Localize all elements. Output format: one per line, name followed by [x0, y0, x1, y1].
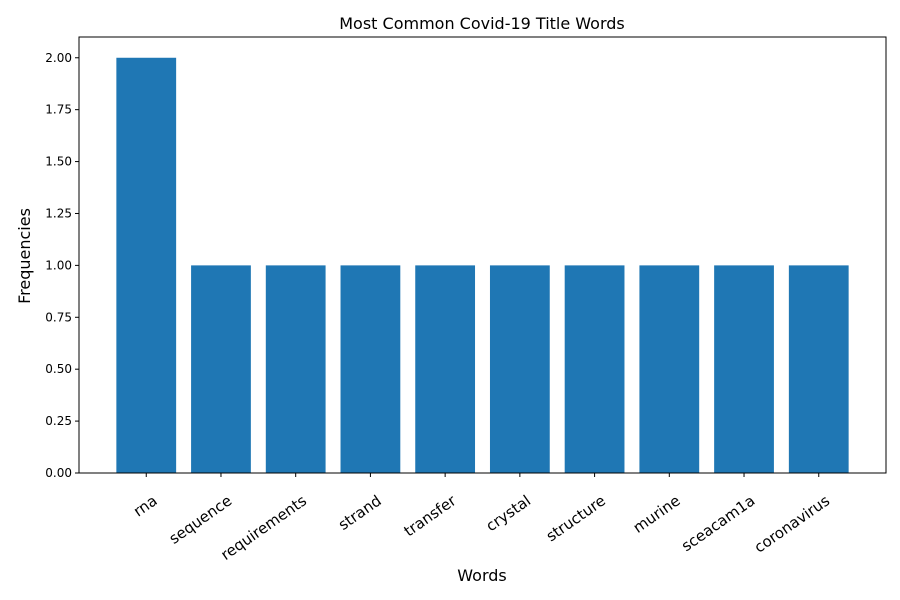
y-tick-label: 1.75 — [45, 103, 72, 117]
y-tick-label: 1.50 — [45, 155, 72, 169]
bar-crystal — [489, 265, 550, 473]
axes-frame — [78, 36, 887, 474]
x-tick-label-murine: murine — [630, 492, 684, 537]
y-tick-label: 0.75 — [45, 310, 72, 324]
y-tick-label: 1.00 — [45, 258, 72, 272]
x-tick-label-transfer: transfer — [401, 491, 461, 540]
bar-rna — [116, 57, 177, 474]
y-tick-label: 2.00 — [45, 51, 72, 65]
x-axis-label: Words — [457, 566, 506, 585]
chart-title: Most Common Covid-19 Title Words — [339, 14, 625, 33]
bar-requirements — [265, 265, 326, 473]
y-axis-label: Frequencies — [15, 208, 34, 304]
bar-sequence — [191, 265, 251, 473]
y-tick-label: 0.25 — [45, 414, 72, 428]
bar-strand — [340, 265, 401, 473]
bar-coronavirus — [788, 265, 849, 473]
y-tick-label: 0.00 — [45, 466, 72, 480]
x-tick-label-strand: strand — [335, 492, 385, 534]
bar-murine — [639, 265, 700, 473]
x-tick-label-sequence: sequence — [166, 492, 236, 548]
bar-transfer — [415, 265, 476, 473]
x-tick-label-structure: structure — [543, 492, 609, 546]
bar-structure — [564, 265, 625, 473]
x-tick-label-sceacam1a: sceacam1a — [678, 492, 758, 556]
y-tick-label: 0.50 — [45, 362, 72, 376]
bar-sceacam1a — [714, 265, 774, 473]
y-tick-label: 1.25 — [45, 206, 72, 220]
x-tick-label-rna: rna — [130, 492, 160, 521]
x-tick-label-crystal: crystal — [483, 492, 535, 536]
x-tick-label-coronavirus: coronavirus — [751, 491, 833, 556]
